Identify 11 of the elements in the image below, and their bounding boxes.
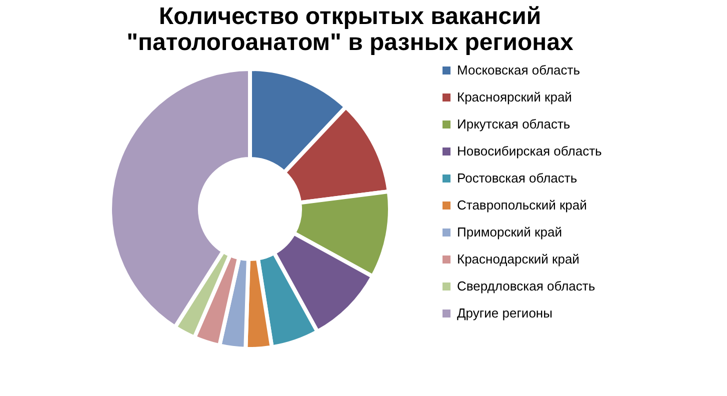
legend-label: Другие регионы [457,306,552,320]
legend-label: Ставропольский край [457,198,587,212]
chart-title: Количество открытых вакансий "патологоанатом" в разных регионах [126,3,574,56]
legend-label: Московская область [457,62,580,78]
legend-label: Свердловская область [457,278,596,294]
legend-label: Новосибирская область [457,144,602,158]
legend-label: Иркутская область [457,116,570,132]
legend-label: Красноярский край [457,90,572,104]
legend-label: Приморский край [457,224,562,240]
legend-label: Ростовская область [457,170,578,186]
legend-label: Краснодарский край [457,252,580,266]
